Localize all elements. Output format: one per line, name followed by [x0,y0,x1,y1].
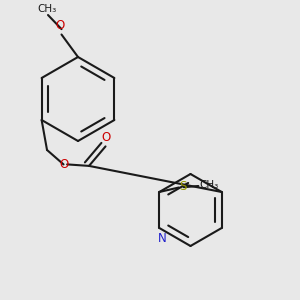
Text: N: N [158,232,167,244]
Text: S: S [179,180,187,193]
Text: CH₃: CH₃ [199,180,218,190]
Text: O: O [59,158,68,172]
Text: CH₃: CH₃ [37,4,56,14]
Text: O: O [102,131,111,144]
Text: O: O [56,19,64,32]
